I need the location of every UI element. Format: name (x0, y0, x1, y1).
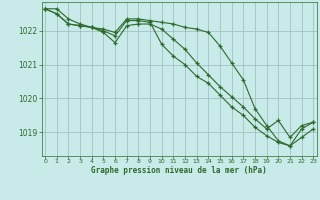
X-axis label: Graphe pression niveau de la mer (hPa): Graphe pression niveau de la mer (hPa) (91, 166, 267, 175)
